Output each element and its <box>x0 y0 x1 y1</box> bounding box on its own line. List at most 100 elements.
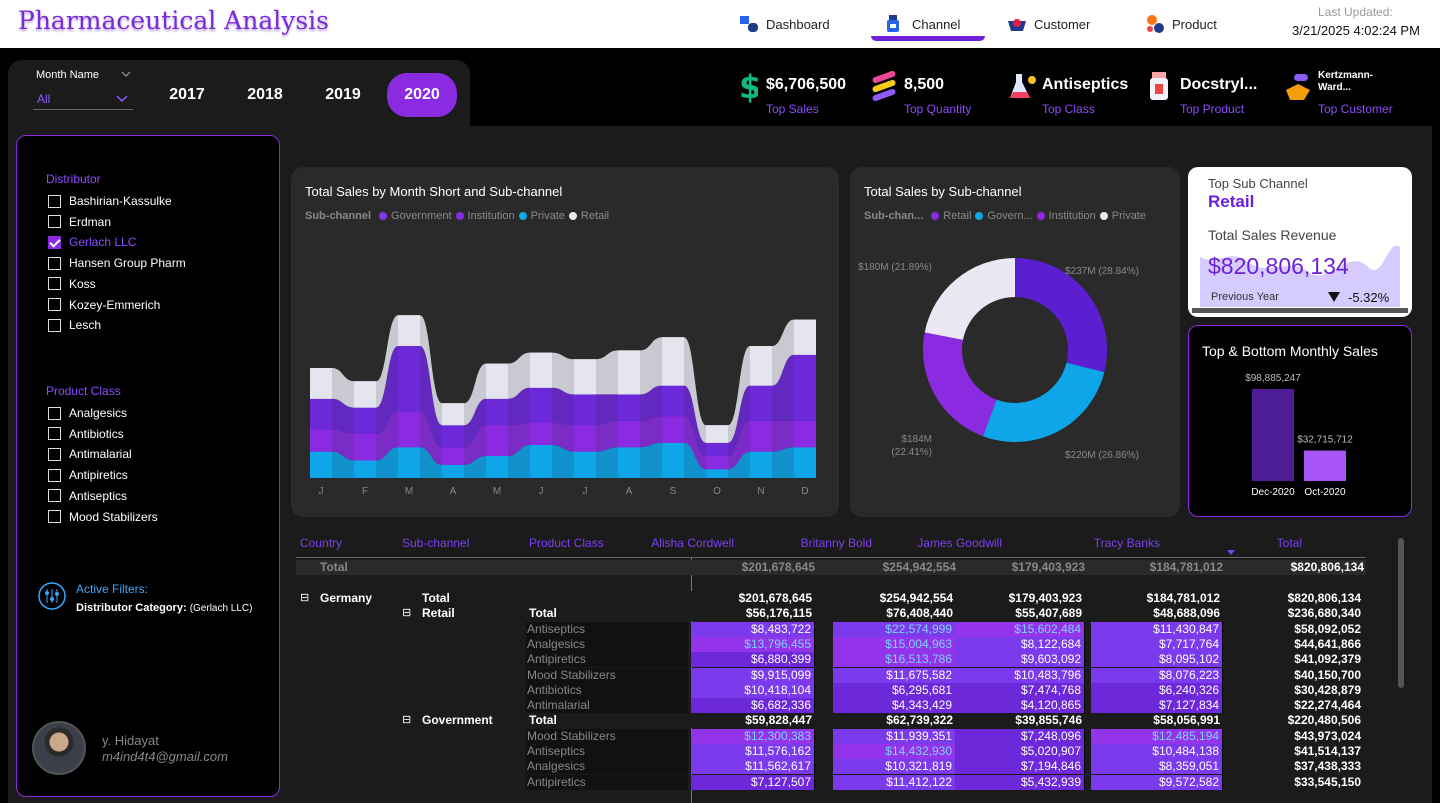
ribbon-series-institution[interactable] <box>310 412 816 470</box>
slicer-item-bashirian-kassulke[interactable]: Bashirian-Kassulke <box>48 192 172 210</box>
checkbox[interactable] <box>48 447 61 461</box>
checkbox[interactable] <box>48 298 61 311</box>
ribbon-bar-private[interactable] <box>310 451 332 478</box>
ribbon-bar-private[interactable] <box>706 469 728 478</box>
ribbon-bar-retail[interactable] <box>310 368 332 399</box>
matrix-header[interactable]: Country <box>300 536 343 550</box>
matrix-header[interactable]: Alisha Cordwell <box>651 536 734 550</box>
nav-channel[interactable]: Channel <box>884 8 960 40</box>
table-row[interactable]: Antimalarial $6,682,336 $4,343,429 $4,120,8… <box>296 698 1366 714</box>
table-row[interactable]: Antipiretics $6,880,399 $16,513,786 $9,603,… <box>296 652 1366 668</box>
ribbon-bar-institution[interactable] <box>574 425 596 452</box>
ribbon-bar-private[interactable] <box>618 447 640 478</box>
table-row[interactable]: Mood Stabilizers $12,300,383 $11,939,351 $7… <box>296 728 1366 744</box>
table-row[interactable]: ⊟ Retail Total $56,176,115 $76,408,440 $55,40… <box>296 606 1366 622</box>
ribbon-bar-government[interactable] <box>618 394 640 421</box>
ribbon-bar-institution[interactable] <box>310 429 332 452</box>
ribbon-bar-retail[interactable] <box>486 363 508 399</box>
donut-slice-institution[interactable] <box>923 332 997 437</box>
ribbon-bar-government[interactable] <box>574 394 596 426</box>
slicer-item-antimalarial[interactable]: Antimalarial <box>48 445 132 463</box>
ribbon-bar-institution[interactable] <box>794 420 816 448</box>
donut-slice-government[interactable] <box>982 362 1105 442</box>
nav-product[interactable]: Product <box>1144 8 1217 40</box>
ribbon-bar-institution[interactable] <box>354 434 376 461</box>
collapse-icon[interactable]: ⊟ <box>402 607 412 620</box>
ribbon-bar-private[interactable] <box>662 442 684 478</box>
donut-slice-private[interactable] <box>924 258 1015 340</box>
bar-oct-2020[interactable] <box>1304 450 1346 481</box>
table-row[interactable]: Antibiotics $10,418,104 $6,295,681 $7,474,7… <box>296 682 1366 698</box>
matrix-scrollbar[interactable] <box>1398 538 1404 688</box>
slicer-item-mood-stabilizers[interactable]: Mood Stabilizers <box>48 508 158 526</box>
checkbox[interactable] <box>48 406 61 420</box>
ribbon-bar-private[interactable] <box>486 456 508 478</box>
bar-dec-2020[interactable] <box>1252 389 1294 481</box>
ribbon-bar-private[interactable] <box>398 447 420 478</box>
ribbon-bar-private[interactable] <box>750 451 772 478</box>
ribbon-bar-institution[interactable] <box>530 423 552 445</box>
collapse-icon[interactable]: ⊟ <box>300 592 310 604</box>
checkbox[interactable] <box>48 194 61 208</box>
checkbox[interactable] <box>48 468 61 482</box>
table-row[interactable]: Antipiretics $7,127,507 $11,412,122 $5,432,… <box>296 774 1366 790</box>
checkbox[interactable] <box>48 277 61 291</box>
slicer-item-analgesics[interactable]: Analgesics <box>48 404 127 422</box>
year-2019-button[interactable]: 2019 <box>325 86 361 103</box>
ribbon-bar-government[interactable] <box>662 385 684 417</box>
month-dropdown[interactable]: All <box>33 88 133 110</box>
checkbox[interactable] <box>48 510 61 523</box>
slicer-item-antibiotics[interactable]: Antibiotics <box>48 425 124 443</box>
ribbon-bar-retail[interactable] <box>574 359 596 395</box>
nav-customer[interactable]: Customer <box>1006 8 1090 40</box>
checkbox[interactable] <box>48 489 61 503</box>
ribbon-bar-private[interactable] <box>530 445 552 478</box>
ribbon-series-private[interactable] <box>310 442 816 478</box>
ribbon-bar-government[interactable] <box>530 387 552 423</box>
ribbon-bar-retail[interactable] <box>706 425 728 443</box>
ribbon-bar-institution[interactable] <box>750 420 772 452</box>
ribbon-bar-retail[interactable] <box>530 352 552 388</box>
ribbon-bar-government[interactable] <box>442 425 464 448</box>
ribbon-bar-private[interactable] <box>354 460 376 478</box>
matrix-header[interactable]: Britanny Bold <box>800 536 872 550</box>
ribbon-bar-retail[interactable] <box>750 346 772 386</box>
ribbon-bar-institution[interactable] <box>662 416 684 443</box>
matrix-header[interactable]: James Goodwill <box>917 536 1002 550</box>
table-row[interactable]: Analgesics $13,796,455 $15,004,963 $8,122,6… <box>296 636 1366 652</box>
ribbon-series-retail[interactable] <box>310 315 816 443</box>
sort-desc-icon[interactable] <box>1227 550 1235 555</box>
slicer-item-antipiretics[interactable]: Antipiretics <box>48 466 128 484</box>
ribbon-bar-retail[interactable] <box>662 337 684 386</box>
ribbon-bar-government[interactable] <box>750 385 772 421</box>
checkbox[interactable] <box>48 215 61 229</box>
checkbox[interactable] <box>48 235 61 249</box>
ribbon-bar-retail[interactable] <box>398 315 420 346</box>
year-2018-button[interactable]: 2018 <box>247 86 283 103</box>
ribbon-bar-private[interactable] <box>574 451 596 478</box>
donut-slice-retail[interactable] <box>1015 258 1107 373</box>
matrix-header[interactable]: Sub-channel <box>402 536 470 550</box>
chevron-down-icon[interactable] <box>121 70 131 78</box>
ribbon-bar-government[interactable] <box>706 442 728 456</box>
table-row[interactable]: Analgesics $11,562,617 $10,321,819 $7,194,8… <box>296 759 1366 775</box>
ribbon-bar-institution[interactable] <box>398 412 420 448</box>
ribbon-bar-government[interactable] <box>354 407 376 434</box>
slicer-item-hansen-group-pharm[interactable]: Hansen Group Pharm <box>48 254 186 272</box>
ribbon-bar-institution[interactable] <box>442 447 464 465</box>
ribbon-bar-retail[interactable] <box>794 319 816 355</box>
slicer-item-antiseptics[interactable]: Antiseptics <box>48 487 127 505</box>
matrix-header[interactable]: Total <box>1276 536 1302 550</box>
ribbon-bar-private[interactable] <box>794 447 816 478</box>
year-2020-button[interactable]: 2020 <box>387 73 457 117</box>
ribbon-bar-retail[interactable] <box>442 403 464 426</box>
table-row[interactable]: ⊟ Government Total $59,828,447 $62,739,322 $3… <box>296 713 1366 729</box>
matrix-header[interactable]: Tracy Banks <box>1093 536 1160 550</box>
ribbon-bar-government[interactable] <box>398 346 420 412</box>
checkbox[interactable] <box>48 427 61 441</box>
ribbon-bar-government[interactable] <box>794 354 816 421</box>
ribbon-bar-institution[interactable] <box>486 425 508 456</box>
matrix-header[interactable]: Product Class <box>529 536 604 550</box>
ribbon-bar-retail[interactable] <box>618 350 640 395</box>
ribbon-bar-institution[interactable] <box>618 420 640 448</box>
